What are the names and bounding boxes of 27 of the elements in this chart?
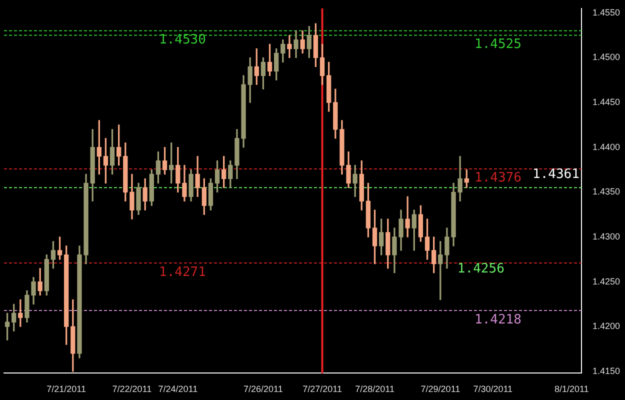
y-tick-label: 1.4300 [592,231,620,242]
y-tick-label: 1.4150 [592,366,620,376]
y-tick-label: 1.4200 [592,321,620,332]
x-tick-label: 8/1/2011 [554,384,589,394]
annotation: 1.4256 [457,262,504,277]
annotation: 1.4361 [532,166,580,182]
y-tick-label: 1.4400 [592,142,620,152]
x-tick-label: 7/22/2011 [112,384,152,394]
ref-line-label: 1.4218 [474,312,522,328]
y-tick-label: 1.4500 [592,52,620,62]
x-tick-label: 7/30/2011 [473,384,513,394]
y-tick-label: 1.4350 [592,186,620,197]
x-tick-label: 7/29/2011 [420,384,460,394]
x-tick-label: 7/28/2011 [355,384,394,394]
candlestick [405,196,410,238]
ref-line-label: 1.4271 [159,264,206,280]
x-tick-label: 7/27/2011 [302,384,342,394]
y-tick-label: 1.4550 [592,7,620,18]
y-tick-label: 1.4450 [592,96,620,107]
ref-line-label: 1.4530 [159,32,206,48]
ref-line-label: 1.4525 [474,37,522,52]
candlestick [287,34,292,58]
x-tick-label: 7/21/2011 [46,384,86,394]
x-tick-label: 7/26/2011 [244,384,283,394]
x-tick-label: 7/24/2011 [158,384,198,394]
y-tick-label: 1.4250 [592,276,620,286]
ref-line-label: 1.4376 [474,170,522,186]
